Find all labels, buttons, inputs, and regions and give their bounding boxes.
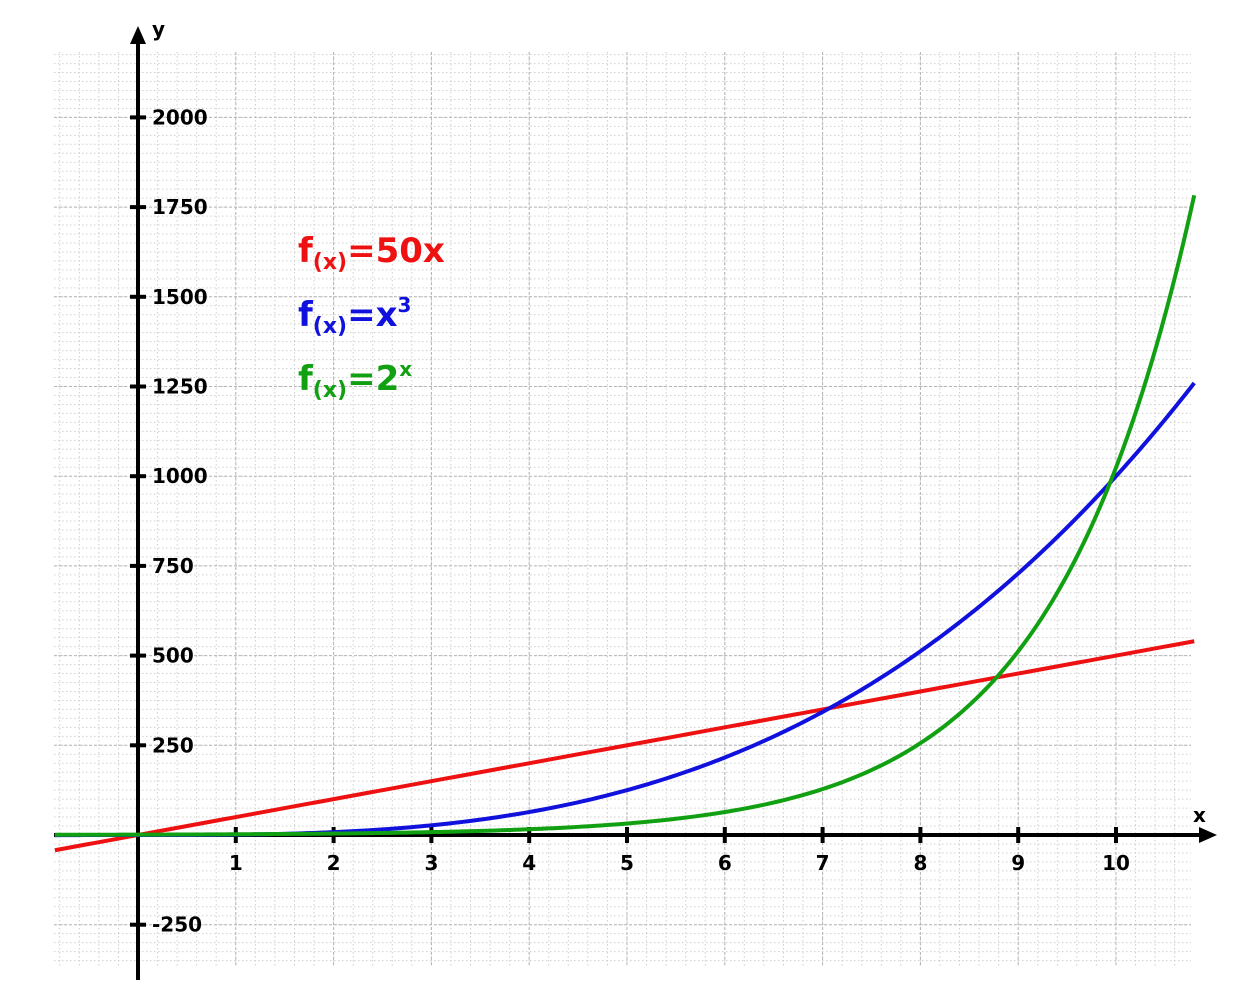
legend-subscript: (x) xyxy=(313,314,347,339)
plot-series xyxy=(54,194,1197,853)
y-tick-label: 1750 xyxy=(152,195,208,219)
grid xyxy=(54,52,1191,966)
y-tick-label: 1500 xyxy=(152,285,208,309)
y-tick-label: 500 xyxy=(152,644,194,668)
y-axis-label: y xyxy=(152,17,165,41)
legend-superscript: x xyxy=(399,357,412,381)
legend-base: f xyxy=(298,295,314,335)
x-tick-label: 3 xyxy=(424,851,438,875)
y-tick-label: 750 xyxy=(152,554,194,578)
legend-superscript: 3 xyxy=(398,293,412,317)
x-tick-label: 2 xyxy=(327,851,341,875)
series-line-3 xyxy=(54,194,1197,837)
legend-subscript: (x) xyxy=(313,378,347,403)
y-tick-label: 1000 xyxy=(152,464,208,488)
legend-base: f xyxy=(298,231,314,271)
legend-entry-1: f(x)=50x xyxy=(298,231,445,275)
legend-expression: =50x xyxy=(347,231,445,271)
x-tick-label: 5 xyxy=(620,851,634,875)
x-tick-label: 7 xyxy=(816,851,830,875)
legend-subscript: (x) xyxy=(313,250,347,275)
x-axis-label: x xyxy=(1193,803,1206,827)
x-tick-label: 6 xyxy=(718,851,732,875)
x-tick-label: 4 xyxy=(522,851,536,875)
x-tick-label: 1 xyxy=(229,851,243,875)
x-tick-label: 8 xyxy=(913,851,927,875)
y-tick-label: 1250 xyxy=(152,375,208,399)
legend-entry-2: f(x)=x3 xyxy=(298,293,411,339)
legend-entry-3: f(x)=2x xyxy=(298,357,412,403)
y-tick-label: 2000 xyxy=(152,105,208,129)
legend-base: f xyxy=(298,359,314,399)
x-tick-label: 10 xyxy=(1102,851,1130,875)
x-tick-label: 9 xyxy=(1011,851,1025,875)
x-axis-arrow xyxy=(1199,827,1217,843)
series-line-1 xyxy=(54,639,1195,853)
y-axis-arrow xyxy=(130,26,146,44)
series-line-2 xyxy=(54,381,1196,838)
legend-expression: =x xyxy=(347,295,397,335)
y-tick-label: 250 xyxy=(152,733,194,757)
y-tick-label: -250 xyxy=(152,913,202,937)
legend-expression: =2 xyxy=(347,359,399,399)
